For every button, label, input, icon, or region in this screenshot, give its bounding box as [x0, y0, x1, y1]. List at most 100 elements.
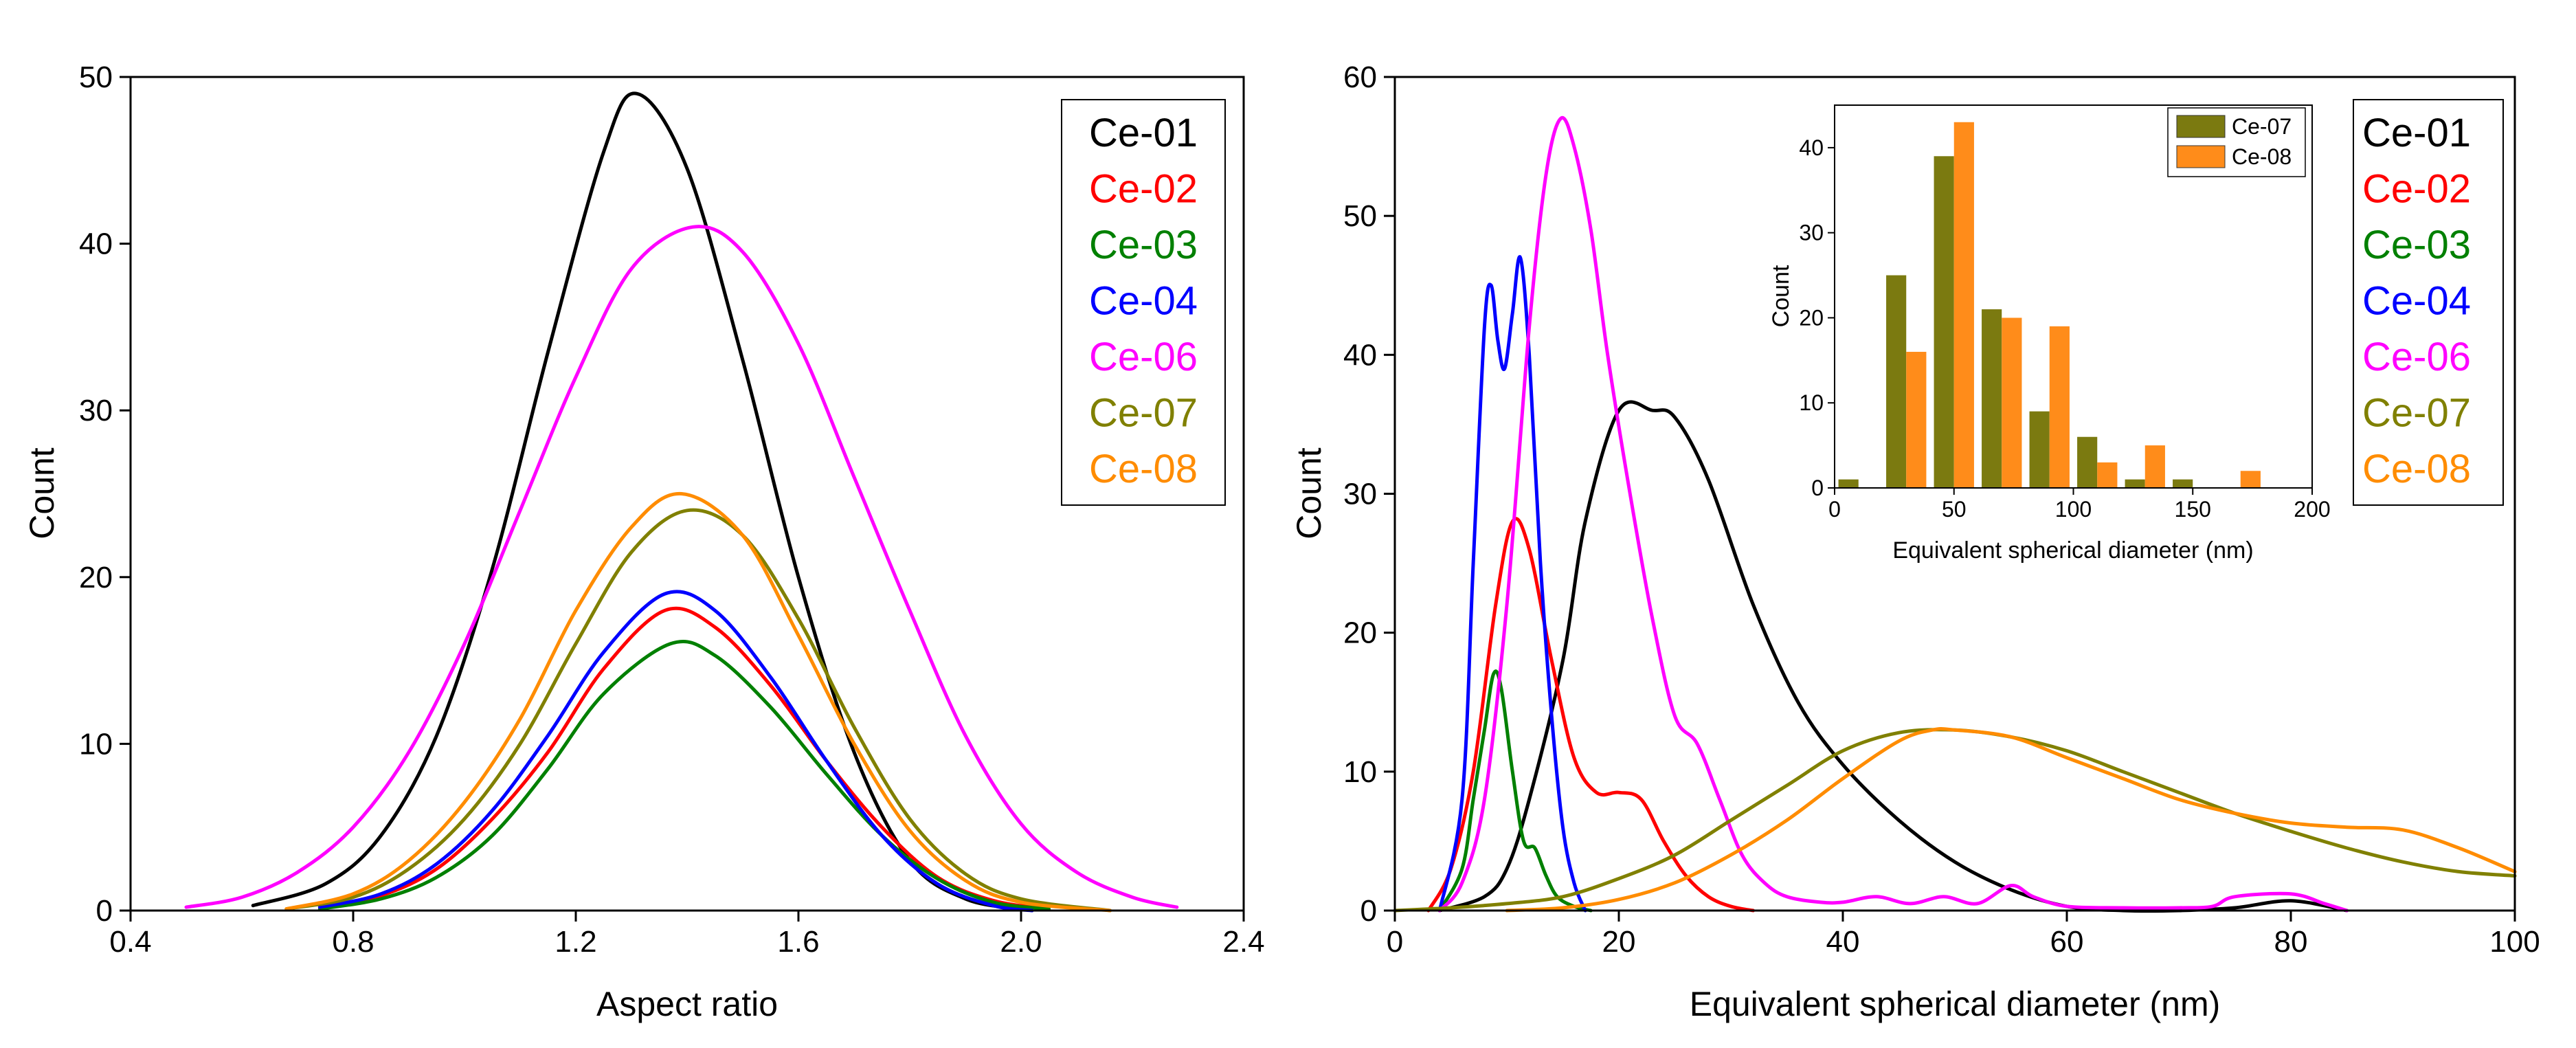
right-y-axis-label: Count [1290, 447, 1328, 539]
x-tick-label: 2.0 [1000, 925, 1042, 959]
inset-bar-ce-08 [1906, 351, 1927, 488]
inset-axis-ticks: 0 50 100 150 200 0 10 20 30 40 [1799, 135, 2330, 522]
left-plot-frame [129, 76, 1245, 912]
inset-bar-ce-07 [2173, 479, 2193, 488]
inset-histogram: 0 50 100 150 200 0 10 20 30 40 Equivalent spheric… [1768, 96, 2331, 564]
x-tick-label: 100 [2489, 925, 2540, 959]
x-tick-label: 1.2 [555, 925, 596, 959]
inset-bar-ce-08 [2002, 317, 2022, 488]
inset-legend-swatch-ce-07 [2176, 115, 2226, 138]
inset-legend-swatch-ce-08 [2176, 145, 2226, 168]
inset-bar-ce-08 [2240, 471, 2261, 488]
inset-legend-label-ce-07: Ce-07 [2232, 114, 2292, 139]
legend-entry-ce-08: Ce-08 [2362, 447, 2471, 491]
y-tick-label: 10 [1343, 755, 1377, 789]
y-tick-label: 0 [1360, 894, 1377, 928]
right-x-axis-label: Equivalent spherical diameter (nm) [1690, 985, 2221, 1023]
inset-bar-ce-07 [1982, 309, 2002, 488]
inset-bar-ce-07 [1838, 479, 1859, 488]
x-tick-label: 0 [1387, 925, 1403, 959]
inset-bar-ce-08 [2144, 445, 2165, 488]
left-legend-frame [1061, 99, 1226, 506]
inset-bar-ce-07 [2029, 411, 2050, 488]
series-line-ce-03 [1437, 669, 1593, 913]
inset-x-tick-label: 100 [2055, 497, 2092, 522]
x-tick-label: 0.4 [109, 925, 151, 959]
y-tick-label: 60 [1343, 60, 1377, 94]
series-line-ce-04 [317, 590, 1034, 913]
inset-y-tick-label: 40 [1799, 135, 1824, 160]
left-axis-ticks: 0.4 0.8 1.2 1.6 2.0 2.4 0 10 20 30 40 50 [79, 60, 1265, 959]
x-tick-label: 40 [1826, 925, 1860, 959]
inset-bar-ce-08 [2049, 326, 2070, 488]
y-tick-label: 30 [1343, 478, 1377, 511]
y-tick-label: 20 [79, 561, 113, 594]
x-tick-label: 60 [2050, 925, 2084, 959]
inset-y-tick-label: 20 [1799, 305, 1824, 330]
series-line-ce-03 [317, 639, 1051, 911]
inset-x-axis-label: Equivalent spherical diameter (nm) [1892, 537, 2253, 564]
inset-bar-ce-07 [1886, 275, 1907, 488]
series-line-ce-01 [251, 91, 1023, 911]
series-line-ce-07 [284, 508, 1112, 913]
series-line-ce-06 [184, 225, 1179, 909]
inset-bar-ce-07 [2125, 479, 2145, 488]
legend-entry-ce-04: Ce-04 [2362, 279, 2471, 324]
inset-bar-ce-07 [1934, 156, 1954, 488]
aspect-ratio-panel: 0.4 0.8 1.2 1.6 2.0 2.4 0 10 20 30 40 50 Aspect rat… [23, 60, 1265, 1023]
y-tick-label: 40 [1343, 338, 1377, 372]
inset-legend: Ce-07 Ce-08 [2167, 107, 2306, 177]
legend-entry-ce-01: Ce-01 [2362, 111, 2471, 155]
legend-entry-ce-06: Ce-06 [2362, 335, 2471, 379]
x-tick-label: 0.8 [332, 925, 374, 959]
inset-y-tick-label: 0 [1811, 476, 1824, 500]
series-line-ce-04 [1437, 255, 1587, 913]
x-tick-label: 1.6 [777, 925, 819, 959]
right-legend-frame [2353, 99, 2504, 506]
left-legend: Ce-01 Ce-02 Ce-03 Ce-04 Ce-06 Ce-07 Ce-08 [1061, 99, 1226, 506]
legend-entry-ce-07: Ce-07 [1089, 391, 1198, 436]
series-line-ce-02 [317, 606, 1051, 911]
y-tick-label: 20 [1343, 616, 1377, 650]
y-tick-label: 30 [79, 394, 113, 427]
inset-bar-ce-08 [1953, 122, 1974, 488]
left-y-axis-label: Count [23, 447, 61, 539]
series-line-ce-08 [1505, 727, 2517, 913]
y-tick-label: 50 [1343, 199, 1377, 233]
legend-entry-ce-04: Ce-04 [1089, 279, 1198, 324]
legend-entry-ce-07: Ce-07 [2362, 391, 2471, 436]
inset-x-tick-label: 200 [2294, 497, 2330, 522]
inset-y-tick-label: 30 [1799, 221, 1824, 245]
inset-x-tick-label: 0 [1828, 497, 1841, 522]
inset-legend-label-ce-08: Ce-08 [2232, 144, 2292, 169]
x-tick-label: 2.4 [1222, 925, 1264, 959]
inset-x-tick-label: 50 [1942, 497, 1967, 522]
legend-entry-ce-03: Ce-03 [2362, 223, 2471, 267]
y-tick-label: 0 [96, 894, 113, 928]
inset-bar-ce-07 [2077, 436, 2098, 488]
inset-x-tick-label: 150 [2175, 497, 2211, 522]
series-line-ce-06 [1437, 115, 2349, 913]
inset-y-axis-label: Count [1768, 265, 1794, 327]
x-tick-label: 20 [1602, 925, 1636, 959]
legend-entry-ce-01: Ce-01 [1089, 111, 1198, 155]
x-tick-label: 80 [2274, 925, 2308, 959]
legend-entry-ce-06: Ce-06 [1089, 335, 1198, 379]
inset-bars [1838, 122, 2261, 488]
y-tick-label: 40 [79, 227, 113, 261]
left-x-axis-label: Aspect ratio [596, 985, 778, 1023]
inset-bar-ce-08 [2097, 462, 2118, 488]
legend-entry-ce-08: Ce-08 [1089, 447, 1198, 491]
y-tick-label: 10 [79, 727, 113, 761]
left-series-lines [184, 91, 1179, 913]
right-legend: Ce-01 Ce-02 Ce-03 Ce-04 Ce-06 Ce-07 Ce-08 [2353, 99, 2504, 506]
legend-entry-ce-02: Ce-02 [2362, 167, 2471, 212]
series-line-ce-02 [1426, 517, 1756, 913]
inset-y-tick-label: 10 [1799, 390, 1824, 415]
legend-entry-ce-02: Ce-02 [1089, 167, 1198, 212]
legend-entry-ce-03: Ce-03 [1089, 223, 1198, 267]
y-tick-label: 50 [79, 60, 113, 94]
